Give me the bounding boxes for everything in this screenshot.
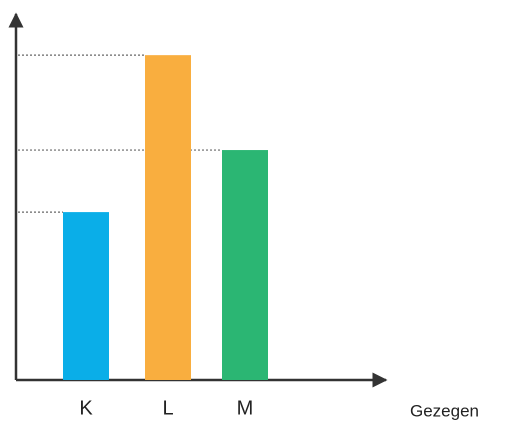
x-tick-label: K bbox=[79, 397, 93, 419]
bar bbox=[63, 212, 109, 380]
x-tick-label: L bbox=[162, 397, 173, 419]
bar bbox=[145, 55, 191, 381]
bar bbox=[222, 150, 268, 380]
x-axis-label: Gezegen bbox=[410, 401, 479, 420]
x-tick-label: M bbox=[237, 397, 254, 419]
